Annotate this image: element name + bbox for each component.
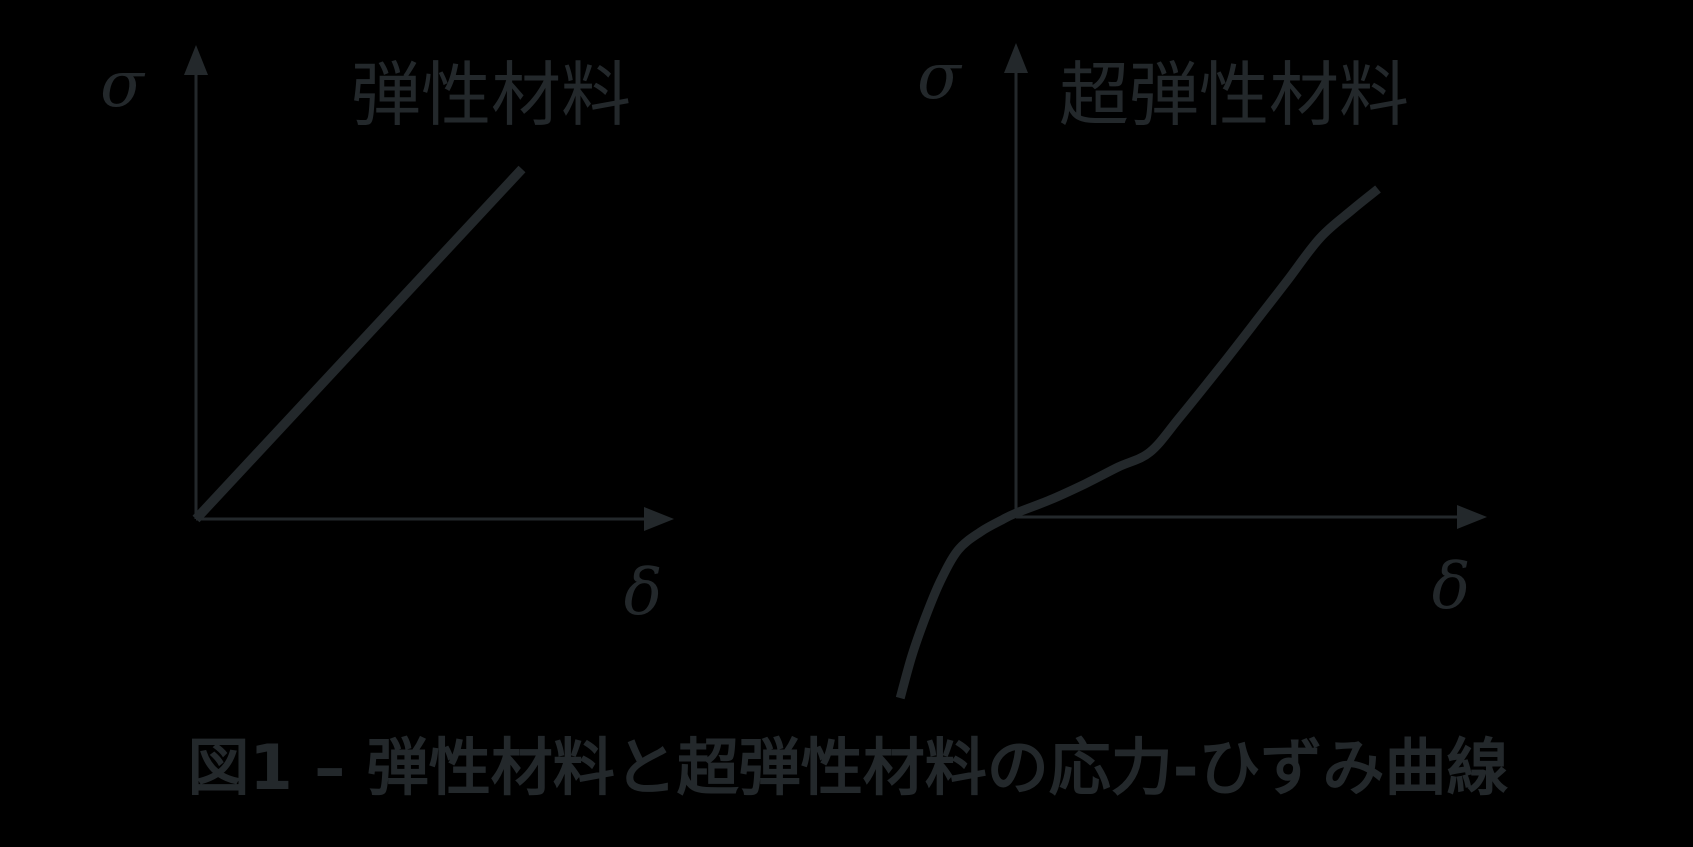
right-panel-x-axis-label: δ — [1431, 550, 1471, 624]
right-panel-x-axis-arrowhead — [1457, 505, 1487, 529]
right-panel-curve — [895, 185, 1381, 700]
figure-caption: 図1 – 弾性材料と超弾性材料の応力-ひずみ曲線 — [187, 731, 1509, 804]
left-panel-y-axis-label: σ — [100, 48, 144, 122]
left-panel-curve — [192, 165, 526, 523]
left-panel-title: 弾性材料 — [351, 54, 631, 136]
left-panel-y-axis-arrowhead — [184, 45, 208, 75]
right-panel-y-axis-arrowhead — [1004, 43, 1028, 73]
right-panel-title: 超弾性材料 — [1059, 54, 1409, 136]
right-panel-y-axis-label: σ — [917, 40, 961, 114]
left-panel-x-axis-arrowhead — [644, 507, 674, 531]
left-panel-x-axis-label: δ — [623, 556, 663, 630]
